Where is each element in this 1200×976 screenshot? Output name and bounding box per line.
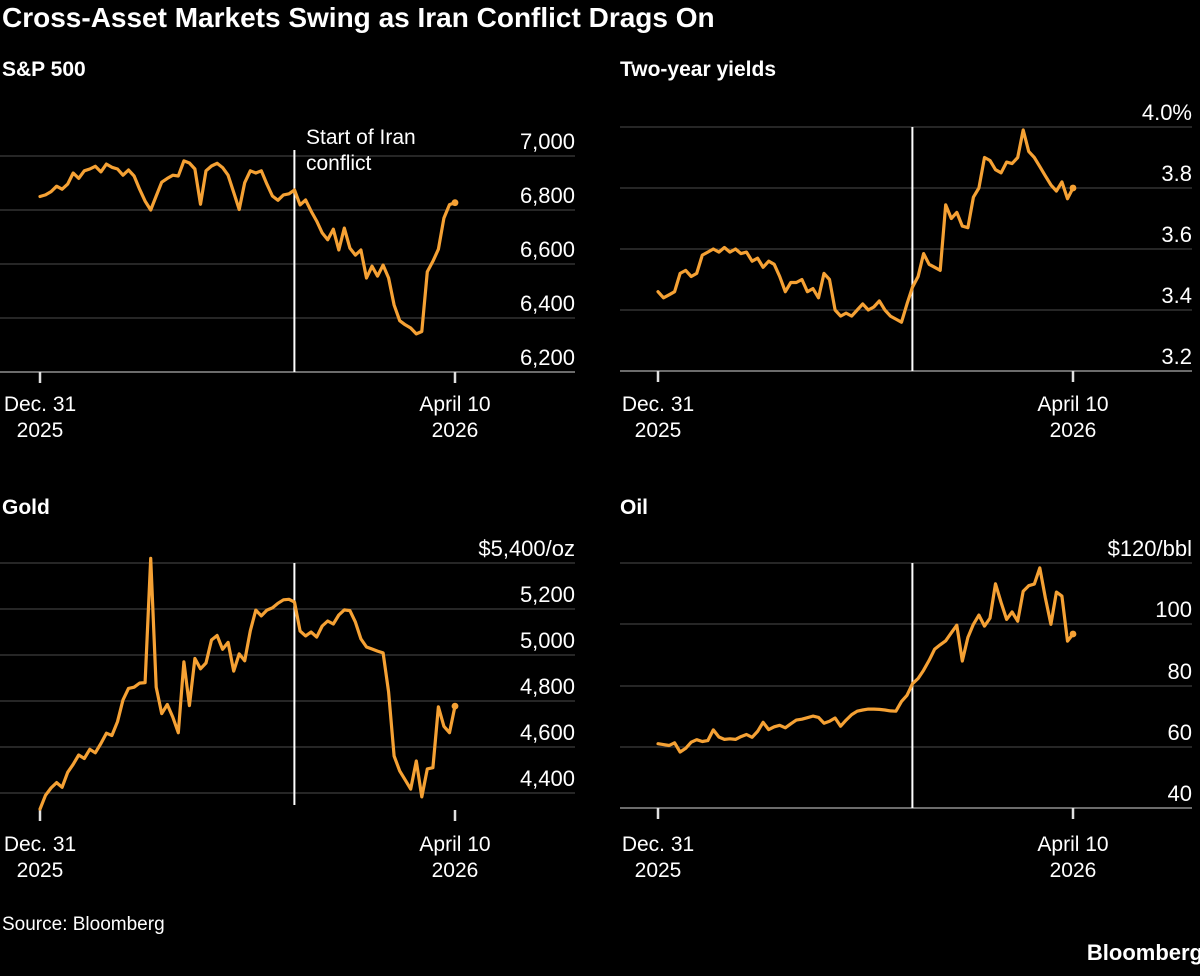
- two_year_yields-y-axis-label: 3.8: [1161, 161, 1192, 186]
- page-title: Cross-Asset Markets Swing as Iran Confli…: [2, 2, 715, 33]
- chart-subtitle-gold: Gold: [2, 496, 50, 519]
- event-annotation-line2: conflict: [306, 152, 372, 175]
- sp500-y-axis-label: 6,400: [519, 291, 575, 316]
- oil-y-axis-label: 80: [1167, 659, 1192, 684]
- two_year_yields-end-dot: [1069, 184, 1077, 192]
- sp500-y-axis-label: 7,000: [519, 129, 575, 154]
- oil-x-axis-label-start: Dec. 31 2025: [621, 833, 695, 882]
- gold-y-axis-label: 4,400: [519, 766, 575, 791]
- oil-y-axis-label: 100: [1155, 597, 1192, 622]
- event-annotation: Start of Iran conflict: [306, 125, 416, 177]
- two_year_yields-y-axis-label: 3.6: [1161, 222, 1192, 247]
- bloomberg-logo: Bloomberg: [1086, 940, 1200, 965]
- chart-subtitle-oil: Oil: [620, 496, 649, 519]
- two_year_yields-x-axis-label-start: Dec. 31 2025: [621, 393, 695, 442]
- gold-chart: [0, 556, 575, 821]
- gold-y-axis-label: 5,200: [519, 582, 575, 607]
- oil-chart: [620, 562, 1192, 819]
- gold-series-line: [38, 556, 457, 811]
- two_year_yields-y-axis-label: 3.2: [1161, 344, 1192, 369]
- oil-series-line: [656, 566, 1075, 754]
- gold-y-axis-label: 5,000: [519, 628, 575, 653]
- source-note: Source: Bloomberg: [2, 914, 165, 935]
- gold-x-axis-label-end: April 10 2026: [419, 833, 491, 882]
- oil-end-dot: [1069, 630, 1077, 638]
- two_year_yields-series-line: [656, 128, 1075, 324]
- sp500-x-axis-label-start: Dec. 31 2025: [3, 393, 77, 442]
- sp500-chart: [0, 150, 575, 383]
- chart-subtitle-sp500: S&P 500: [2, 58, 86, 81]
- two_year_yields-y-axis-label: 4.0%: [1141, 100, 1192, 125]
- gold-y-axis-label: $5,400/oz: [478, 536, 575, 561]
- oil-y-axis-label: $120/bbl: [1107, 536, 1192, 561]
- gold-x-axis-label-start: Dec. 31 2025: [3, 833, 77, 882]
- chart-subtitle-yields: Two-year yields: [620, 58, 777, 81]
- oil-y-axis-label: 40: [1167, 781, 1192, 806]
- two_year_yields-y-axis-label: 3.4: [1161, 283, 1192, 308]
- sp500-y-axis-label: 6,600: [519, 237, 575, 262]
- event-annotation-line1: Start of Iran: [306, 126, 416, 149]
- sp500-series-line: [38, 159, 457, 336]
- oil-x-axis-label-end: April 10 2026: [1037, 833, 1109, 882]
- two_year_yields-chart: [620, 126, 1192, 382]
- gold-y-axis-label: 4,800: [519, 674, 575, 699]
- gold-y-axis-label: 4,600: [519, 720, 575, 745]
- oil-y-axis-label: 60: [1167, 720, 1192, 745]
- sp500-y-axis-label: 6,200: [519, 345, 575, 370]
- sp500-y-axis-label: 6,800: [519, 183, 575, 208]
- sp500-x-axis-label-end: April 10 2026: [419, 393, 491, 442]
- two_year_yields-x-axis-label-end: April 10 2026: [1037, 393, 1109, 442]
- sp500-end-dot: [451, 199, 459, 207]
- gold-end-dot: [451, 702, 459, 710]
